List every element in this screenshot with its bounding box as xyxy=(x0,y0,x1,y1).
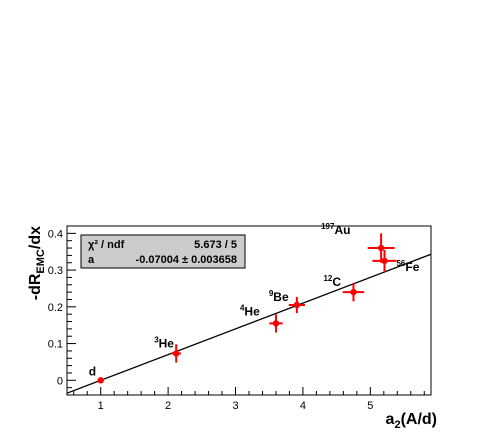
point-marker xyxy=(173,350,180,357)
y-axis-title-sub: EMC xyxy=(35,249,47,274)
x-axis-title: a2(A/d) xyxy=(386,411,437,431)
data-point-56fe: 56Fe xyxy=(372,249,420,274)
y-axis-title-pre: -dR xyxy=(27,273,44,300)
point-label: 56Fe xyxy=(396,259,419,274)
stats-a-value: -0.07004 ± 0.003658 xyxy=(136,254,237,266)
data-point-197au: 197Au xyxy=(321,222,395,263)
point-label: 197Au xyxy=(321,222,350,237)
point-label-main: He xyxy=(159,336,175,350)
point-marker xyxy=(381,257,388,265)
point-label-main: C xyxy=(332,275,341,289)
x-axis-title-sub: 2 xyxy=(394,419,400,431)
data-point-9be: 9Be xyxy=(269,289,305,314)
fit-line-group xyxy=(66,253,432,394)
point-label-sup: 9 xyxy=(269,289,274,298)
x-tick-label: 5 xyxy=(367,400,373,412)
y-axis-title-post: /dx xyxy=(27,226,44,249)
point-marker xyxy=(350,288,357,296)
x-axis-title-rest: (A/d) xyxy=(401,411,437,428)
x-tick-label: 3 xyxy=(232,400,238,412)
point-label: d xyxy=(89,364,96,378)
point-marker xyxy=(293,301,301,309)
point-label-main: d xyxy=(89,364,96,378)
data-point-3he: 3He xyxy=(154,335,181,363)
y-tick-label: 0.3 xyxy=(48,265,63,277)
x-axis-title-main: a xyxy=(386,411,395,428)
point-label-main: He xyxy=(244,304,260,318)
point-label: 3He xyxy=(154,335,174,350)
y-tick-label: 0 xyxy=(57,375,63,387)
x-tick-label: 4 xyxy=(300,400,306,412)
point-label-sup: 12 xyxy=(323,274,332,283)
y-tick-label: 0.4 xyxy=(48,228,63,240)
data-point-d: d xyxy=(89,364,104,384)
point-label: 12C xyxy=(323,274,341,289)
axis-ticks: 1 2 3 4 500.10.20.30.4 xyxy=(48,225,425,412)
point-label-sup: 3 xyxy=(154,335,159,344)
stats-a-name: a xyxy=(88,254,95,266)
point-marker xyxy=(377,244,385,252)
point-label-main: Be xyxy=(273,290,289,304)
point-label: 4He xyxy=(240,303,260,318)
x-tick-label: 2 xyxy=(165,400,171,412)
y-tick-label: 0.1 xyxy=(48,339,63,351)
point-label-main: Fe xyxy=(405,260,419,274)
fit-line xyxy=(66,253,432,394)
stats-chi2-name: χ² / ndf xyxy=(88,239,125,251)
point-marker xyxy=(272,320,280,327)
stats-box: χ² / ndf 5.673 / 5 a -0.07004 ± 0.003658 xyxy=(80,234,246,269)
point-label-sup: 56 xyxy=(396,259,405,268)
stats-box-background xyxy=(80,234,246,269)
data-point-12c: 12C xyxy=(323,274,365,302)
point-label-sup: 4 xyxy=(240,303,245,312)
x-tick-label: 1 xyxy=(98,400,104,412)
y-axis-title: -dREMC/dx xyxy=(27,226,47,300)
point-label-sup: 197 xyxy=(321,222,335,231)
y-tick-label: 0.2 xyxy=(48,302,63,314)
data-point-4he: 4He xyxy=(240,303,283,333)
point-marker xyxy=(97,377,104,384)
point-label: 9Be xyxy=(269,289,289,304)
stats-chi2-value: 5.673 / 5 xyxy=(194,239,237,251)
point-label-main: Au xyxy=(334,223,350,237)
